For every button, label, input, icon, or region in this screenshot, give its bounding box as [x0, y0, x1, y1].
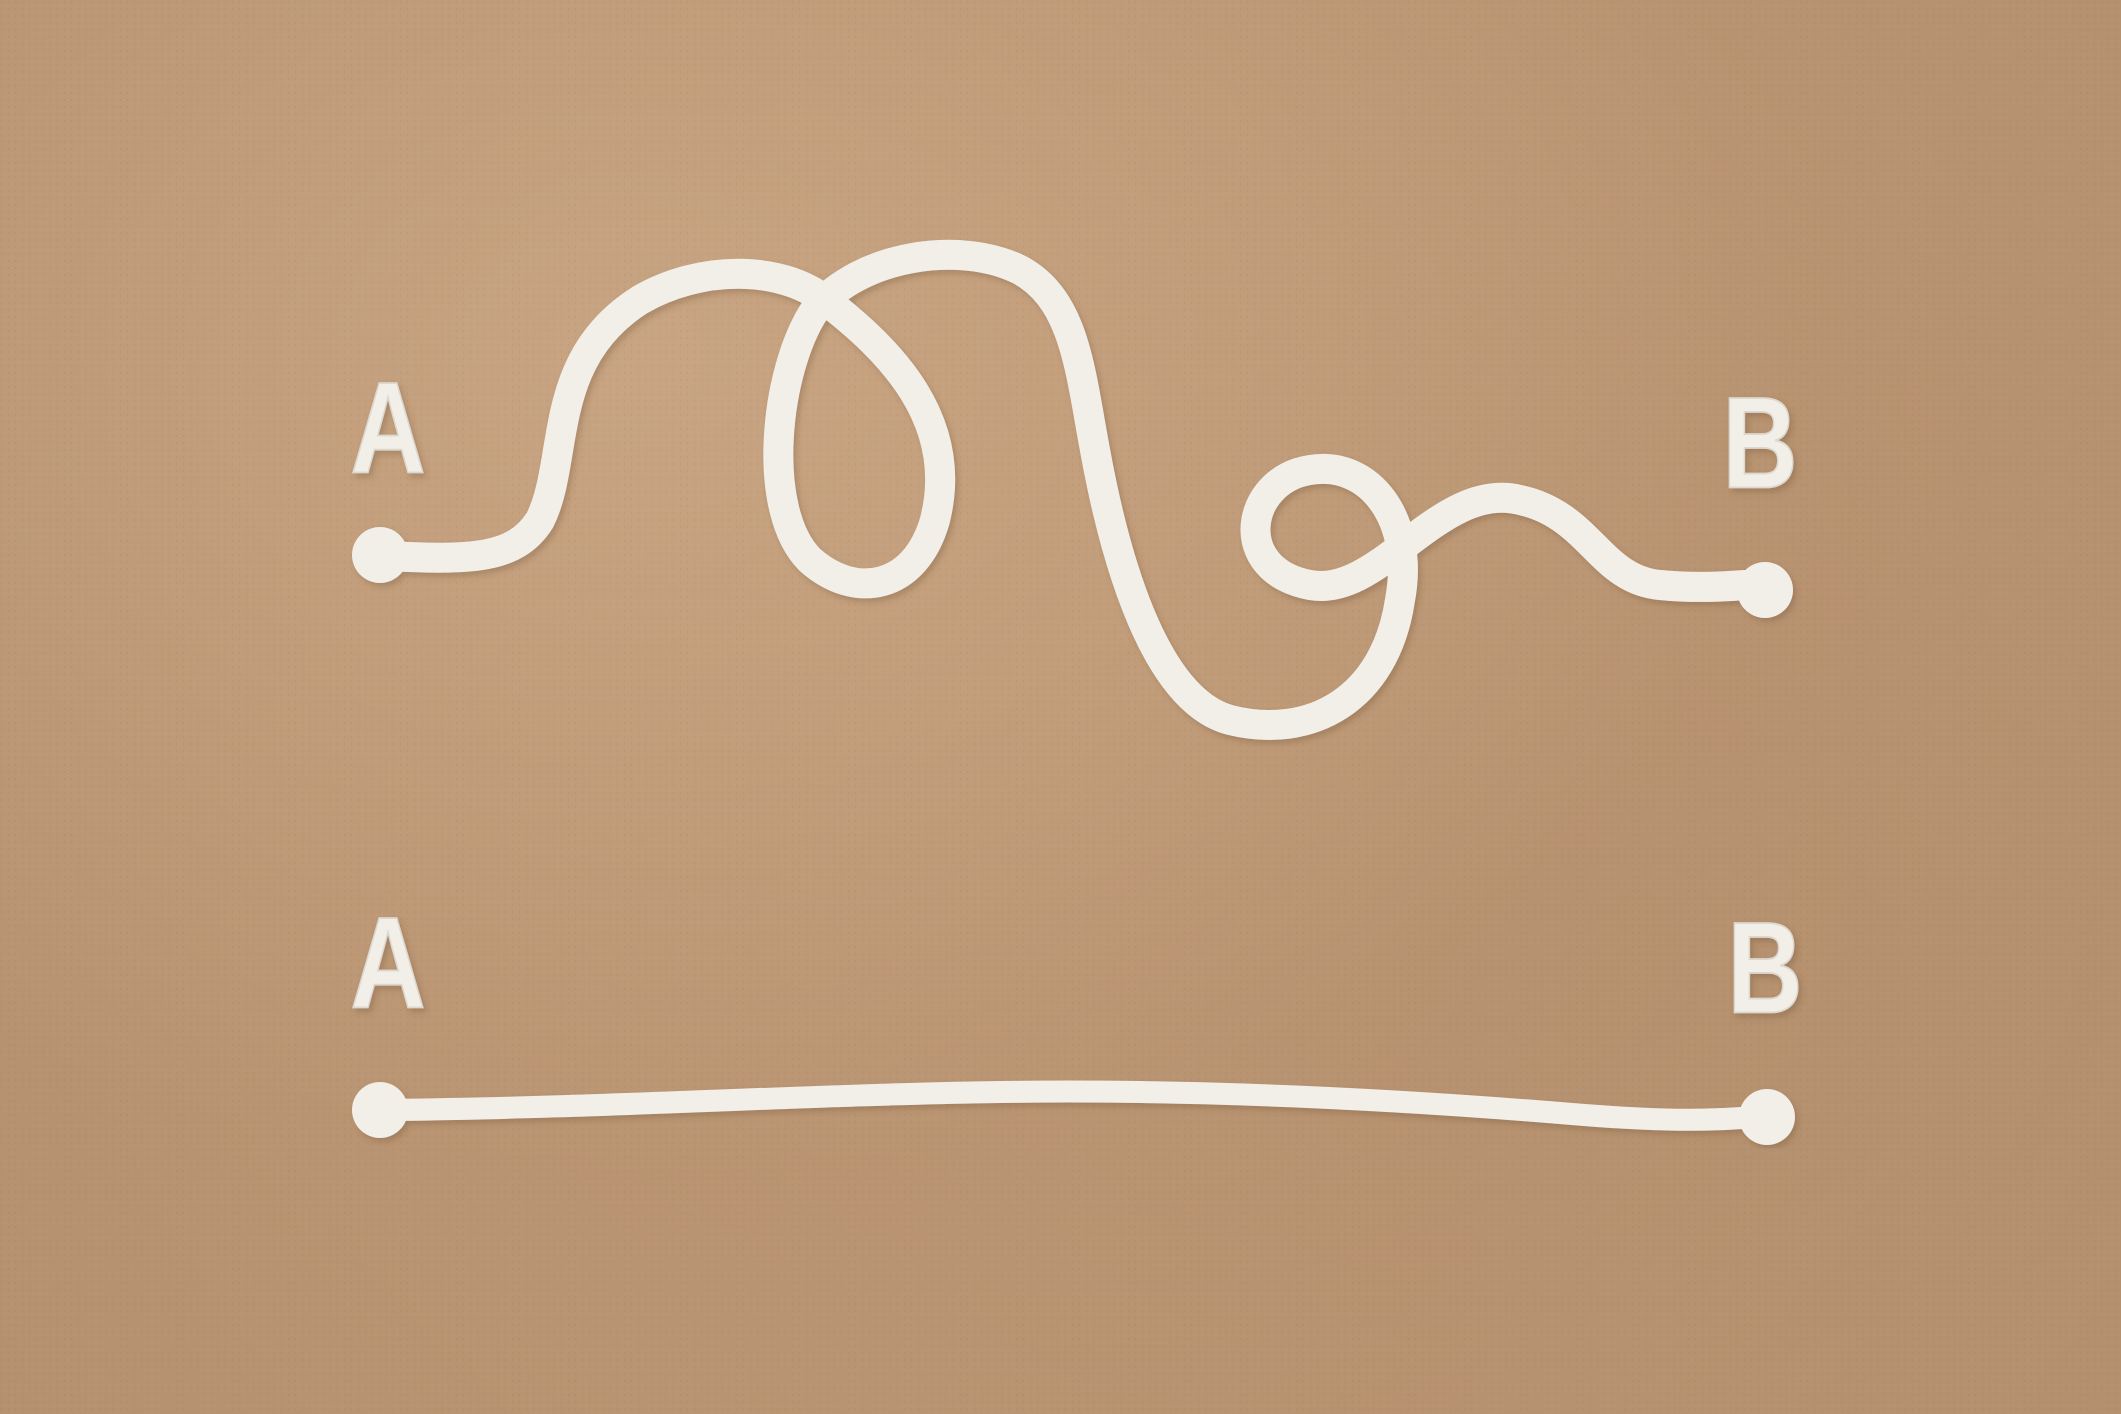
start-point-dot — [352, 527, 408, 583]
straight-path-stroke — [374, 1080, 1766, 1131]
end-point-dot — [1739, 1089, 1795, 1145]
top-start-label: A — [350, 354, 425, 500]
start-point-dot — [352, 1082, 408, 1138]
bottom-start-label: A — [350, 889, 425, 1035]
bottom-end-label: B — [1727, 894, 1802, 1040]
top-end-label: B — [1722, 369, 1797, 515]
winding-path-stroke — [370, 239, 1760, 740]
straight-route — [352, 1080, 1795, 1145]
end-point-dot — [1737, 562, 1793, 618]
route-labels: A B A B — [350, 353, 1804, 1040]
winding-route — [352, 239, 1793, 740]
